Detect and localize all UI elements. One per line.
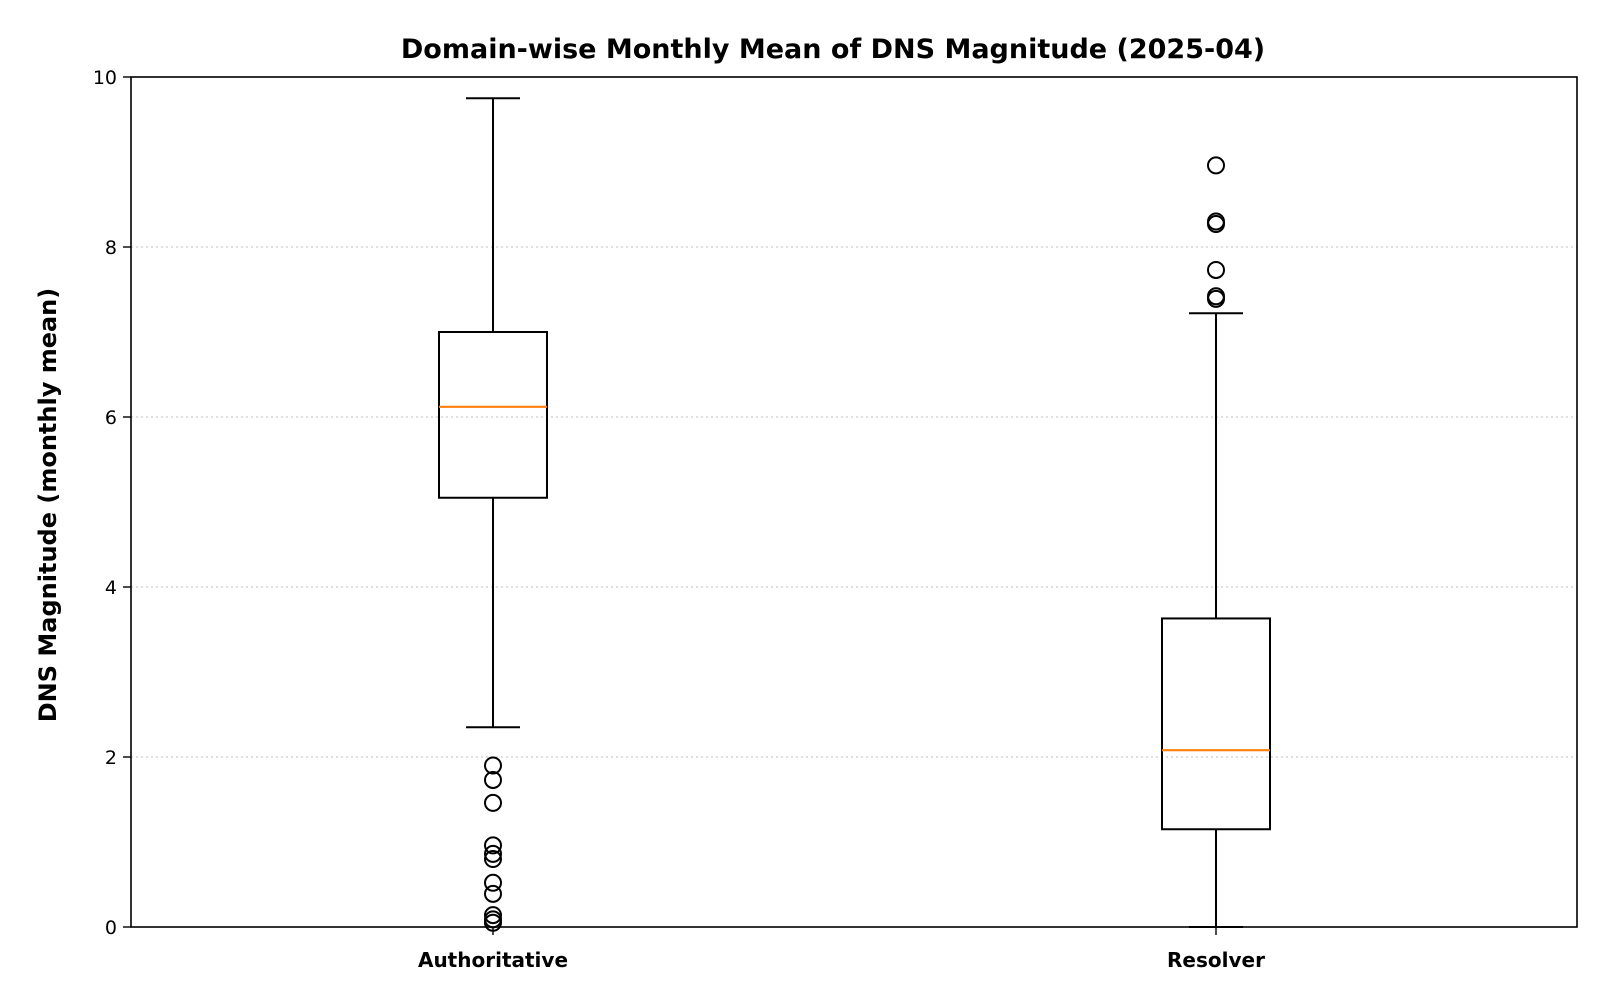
- outlier-point-authoritative-5: [484, 850, 502, 868]
- outlier-point-authoritative-8: [484, 906, 502, 925]
- iqr-box-authoritative: [438, 331, 548, 499]
- y-axis-ticks: 0 2 4 6 8 10: [93, 67, 131, 939]
- y-tick-label-2: 2: [105, 747, 117, 769]
- box-group-authoritative: [438, 97, 548, 729]
- y-tick-label-10: 10: [93, 67, 117, 89]
- y-tick-label-4: 4: [105, 577, 117, 599]
- y-tick-label-8: 8: [105, 237, 117, 259]
- box-group-resolver: [1161, 312, 1271, 928]
- outlier-point-resolver-0: [1207, 156, 1225, 175]
- x-tick-label-resolver: Resolver: [1167, 948, 1265, 972]
- outlier-point-authoritative-2: [484, 793, 502, 812]
- plot-area-frame: [130, 76, 1578, 928]
- outlier-point-resolver-3: [1207, 260, 1225, 279]
- iqr-box-resolver: [1161, 617, 1271, 831]
- outlier-point-authoritative-4: [484, 844, 502, 863]
- outlier-point-authoritative-0: [484, 756, 502, 775]
- boxes: [438, 97, 1271, 928]
- outlier-point-authoritative-3: [484, 836, 502, 855]
- y-tick-label-0: 0: [105, 917, 117, 939]
- outlier-point-authoritative-6: [484, 873, 502, 892]
- chart-title: Domain-wise Monthly Mean of DNS Magnitud…: [401, 34, 1265, 65]
- x-axis-ticks: Authoritative Resolver: [418, 927, 1265, 972]
- outlier-point-resolver-2: [1207, 215, 1225, 234]
- y-tick-label-6: 6: [105, 407, 117, 429]
- outlier-point-resolver-5: [1207, 289, 1225, 308]
- outlier-point-authoritative-7: [484, 884, 502, 903]
- y-axis-label: DNS Magnitude (monthly mean): [34, 288, 62, 722]
- x-tick-label-authoritative: Authoritative: [418, 948, 568, 972]
- grid-lines: [131, 246, 1577, 758]
- outlier-point-authoritative-1: [484, 770, 502, 789]
- outliers: [484, 156, 1225, 932]
